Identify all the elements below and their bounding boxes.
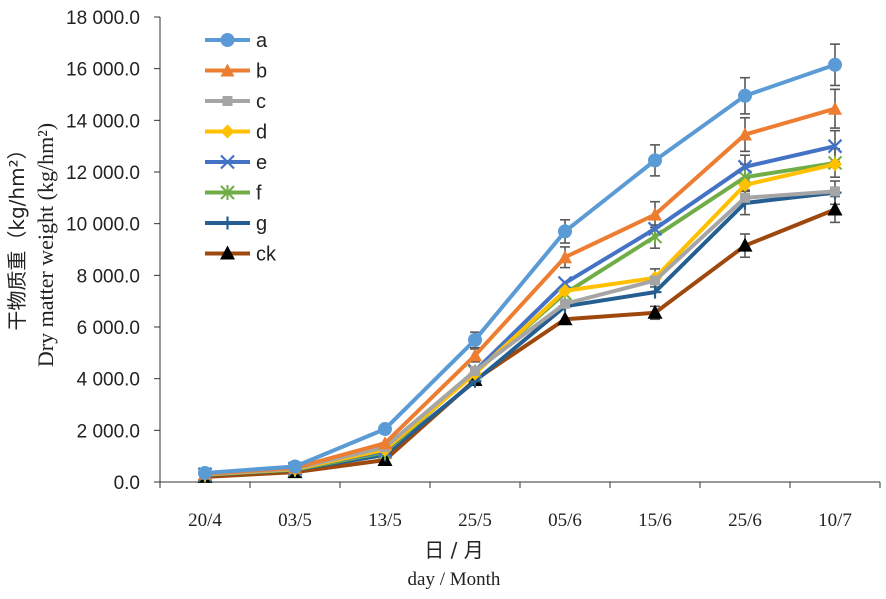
y-tick-label: 4 000.0 <box>77 370 140 391</box>
data-point-a <box>738 88 752 103</box>
data-point-a <box>378 422 392 437</box>
data-point-b <box>558 250 572 264</box>
legend-marker <box>222 96 233 106</box>
y-tick-label: 0.0 <box>114 473 140 494</box>
data-point-ck <box>737 237 753 252</box>
series-line-d <box>204 162 836 477</box>
data-point-ck <box>557 311 573 326</box>
legend-marker <box>221 216 234 230</box>
data-point-e <box>557 275 573 291</box>
data-point-a <box>828 57 842 72</box>
data-point-a <box>648 153 662 168</box>
legend-marker <box>220 124 235 139</box>
data-point-g <box>648 285 662 299</box>
legend-marker <box>220 154 235 170</box>
y-tick-label: 2 000.0 <box>77 421 140 442</box>
legend-label: e <box>256 152 267 174</box>
y-tick-label: 18 000.0 <box>66 8 140 29</box>
x-tick-label: 25/5 <box>458 510 492 531</box>
legend-entry-c: c <box>205 91 266 113</box>
data-point-c <box>830 186 840 197</box>
x-tick-label: 20/4 <box>188 510 222 531</box>
series-line-b <box>204 106 836 476</box>
x-axis-title-en: day / Month <box>408 569 501 590</box>
legend-entry-a: a <box>205 30 268 52</box>
legend-marker <box>220 63 235 77</box>
data-point-a <box>468 332 482 347</box>
y-axis-title-en: Dry matter weight (kg/hm²) <box>33 123 58 367</box>
data-point-b <box>378 436 392 450</box>
legend-label: f <box>256 183 262 205</box>
data-point-b <box>828 101 842 115</box>
y-tick-label: 10 000.0 <box>66 215 140 236</box>
data-point-c <box>470 365 480 376</box>
data-point-c <box>740 192 750 203</box>
data-point-a <box>198 465 212 480</box>
data-point-c <box>560 298 570 309</box>
x-tick-label: 03/5 <box>278 510 312 531</box>
legend-label: d <box>256 122 267 144</box>
y-tick-label: 12 000.0 <box>66 163 140 184</box>
y-tick-label: 8 000.0 <box>77 266 140 287</box>
y-tick-label: 6 000.0 <box>77 318 140 339</box>
y-axis-title-cn: 干物质重（kg/hm²） <box>5 139 29 330</box>
y-tick-label: 16 000.0 <box>66 60 140 81</box>
series-line-ck <box>204 207 836 479</box>
legend-label: a <box>256 30 268 52</box>
legend-entry-e: e <box>205 152 267 174</box>
legend-label: g <box>256 213 267 235</box>
x-axis-title-cn: 日 / 月 <box>424 538 483 562</box>
legend-entry-g: g <box>205 213 267 235</box>
data-point-b <box>738 127 752 141</box>
data-point-c <box>650 275 660 286</box>
data-point-d <box>738 177 752 192</box>
data-point-e <box>737 159 753 175</box>
data-point-e <box>647 221 663 237</box>
x-tick-label: 10/7 <box>818 510 852 531</box>
legend-entry-b: b <box>205 61 267 83</box>
data-point-d <box>828 157 842 172</box>
x-tick-label: 15/6 <box>638 510 672 531</box>
data-point-d <box>558 283 572 298</box>
legend-entry-f: f <box>205 183 262 205</box>
legend-label: c <box>256 91 266 113</box>
legend-marker <box>220 185 235 200</box>
x-tick-label: 05/6 <box>548 510 582 531</box>
legend-label: ck <box>256 244 277 266</box>
y-tick-label: 14 000.0 <box>66 111 140 132</box>
data-point-b <box>648 207 662 221</box>
legend-marker <box>220 33 235 47</box>
series-line-a <box>204 62 836 475</box>
legend-marker <box>220 245 235 260</box>
data-point-a <box>288 459 302 474</box>
data-point-ck <box>647 304 663 319</box>
x-tick-label: 13/5 <box>368 510 402 531</box>
data-point-a <box>558 224 572 239</box>
data-point-b <box>468 348 482 362</box>
legend-entry-ck: ck <box>205 244 277 266</box>
data-point-e <box>827 138 843 154</box>
legend-entry-d: d <box>205 122 267 144</box>
data-point-ck <box>827 201 843 216</box>
x-tick-label: 25/6 <box>728 510 762 531</box>
legend-label: b <box>256 61 267 83</box>
